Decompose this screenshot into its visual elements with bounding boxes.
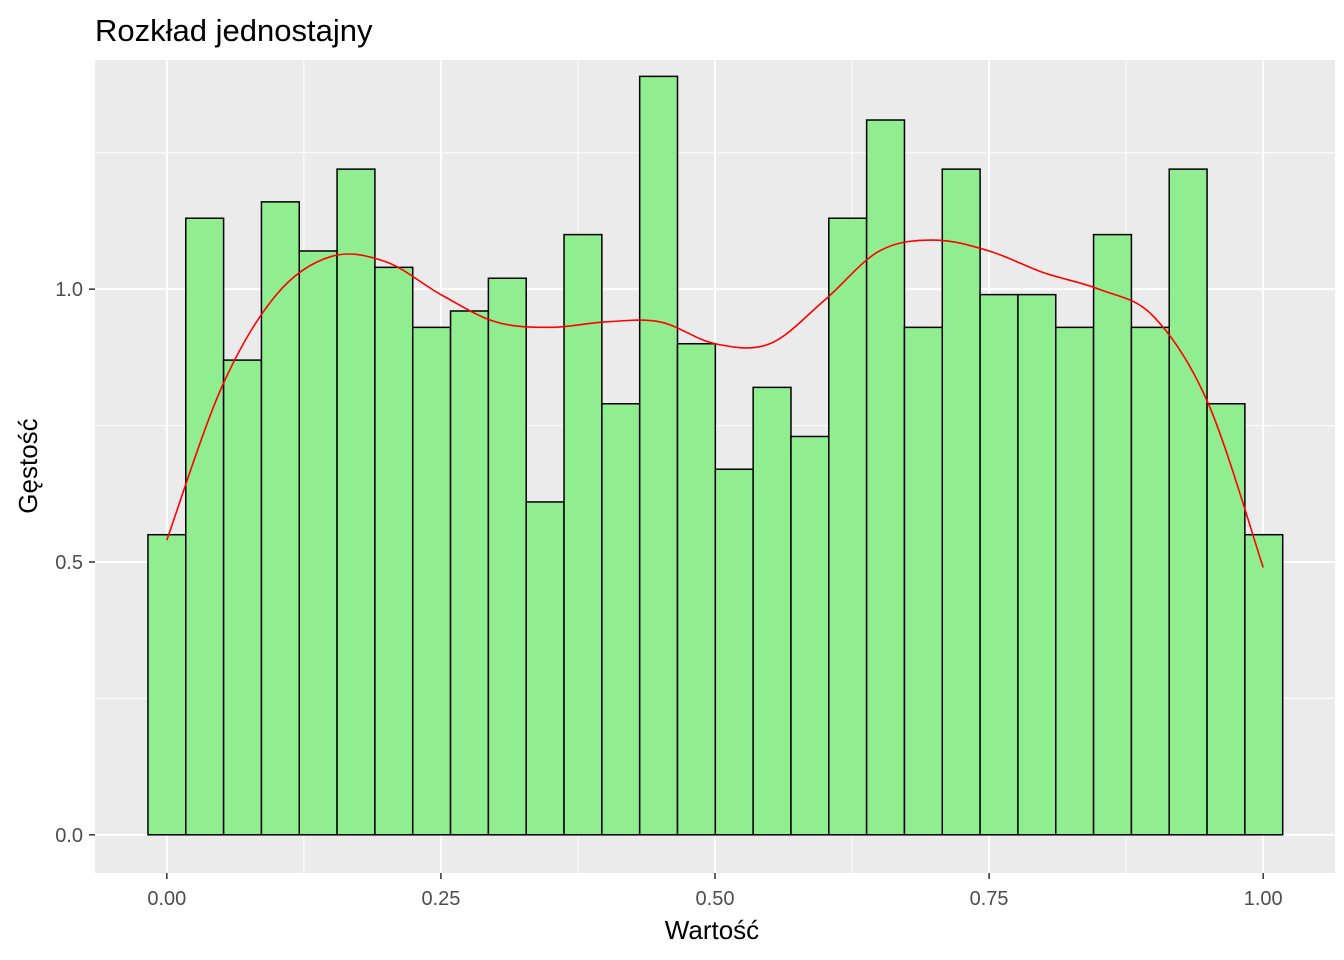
histogram-bar (1244, 533, 1284, 836)
histogram-bar (790, 435, 830, 836)
histogram-bar (941, 168, 981, 836)
histogram-bar (374, 266, 414, 836)
histogram-bar (714, 468, 754, 836)
x-tick-label: 0.50 (696, 888, 735, 910)
x-tick-label: 0.00 (147, 888, 186, 910)
histogram-bar (979, 293, 1019, 836)
y-tick-label: 0.5 (55, 552, 83, 574)
y-tick-label: 1.0 (55, 279, 83, 301)
histogram-bar (676, 342, 717, 836)
histogram-bar (449, 310, 490, 836)
histogram-bars (147, 75, 1284, 836)
histogram-bar (1168, 168, 1208, 836)
histogram-bar (147, 533, 187, 836)
histogram-bar (1092, 233, 1133, 836)
histogram-bar (752, 386, 792, 836)
x-tick-label: 0.75 (970, 888, 1009, 910)
histogram-bar (601, 403, 641, 836)
histogram-bar (260, 201, 301, 836)
histogram-bar (638, 75, 679, 836)
density-curve (166, 239, 1264, 568)
histogram-bar (1206, 403, 1246, 836)
chart-title: Rozkład jednostajny (95, 13, 373, 48)
histogram-bar (336, 168, 376, 836)
x-axis-title: Wartość (665, 915, 759, 945)
y-axis-title: Gęstość (13, 418, 43, 513)
histogram-bar (525, 501, 565, 836)
histogram-bar (865, 119, 906, 836)
histogram-bar (563, 233, 603, 836)
histogram-bar (411, 326, 452, 836)
histogram-bar (1055, 326, 1095, 836)
histogram-bar (1017, 293, 1057, 836)
histogram-bar (185, 217, 225, 836)
x-tick-label: 1.00 (1244, 888, 1283, 910)
histogram-bar (298, 250, 338, 836)
x-axis-ticks: 0.00 0.25 0.50 0.75 1.00 (147, 873, 1283, 910)
y-axis-ticks: 0.0 0.5 1.0 (55, 279, 95, 847)
y-tick-label: 0.0 (55, 825, 83, 847)
histogram-bar (1130, 326, 1170, 836)
histogram-bar (487, 277, 527, 836)
histogram-bar (222, 359, 263, 836)
x-tick-label: 0.25 (421, 888, 460, 910)
histogram-bar (903, 326, 944, 836)
histogram-bar (828, 217, 868, 836)
